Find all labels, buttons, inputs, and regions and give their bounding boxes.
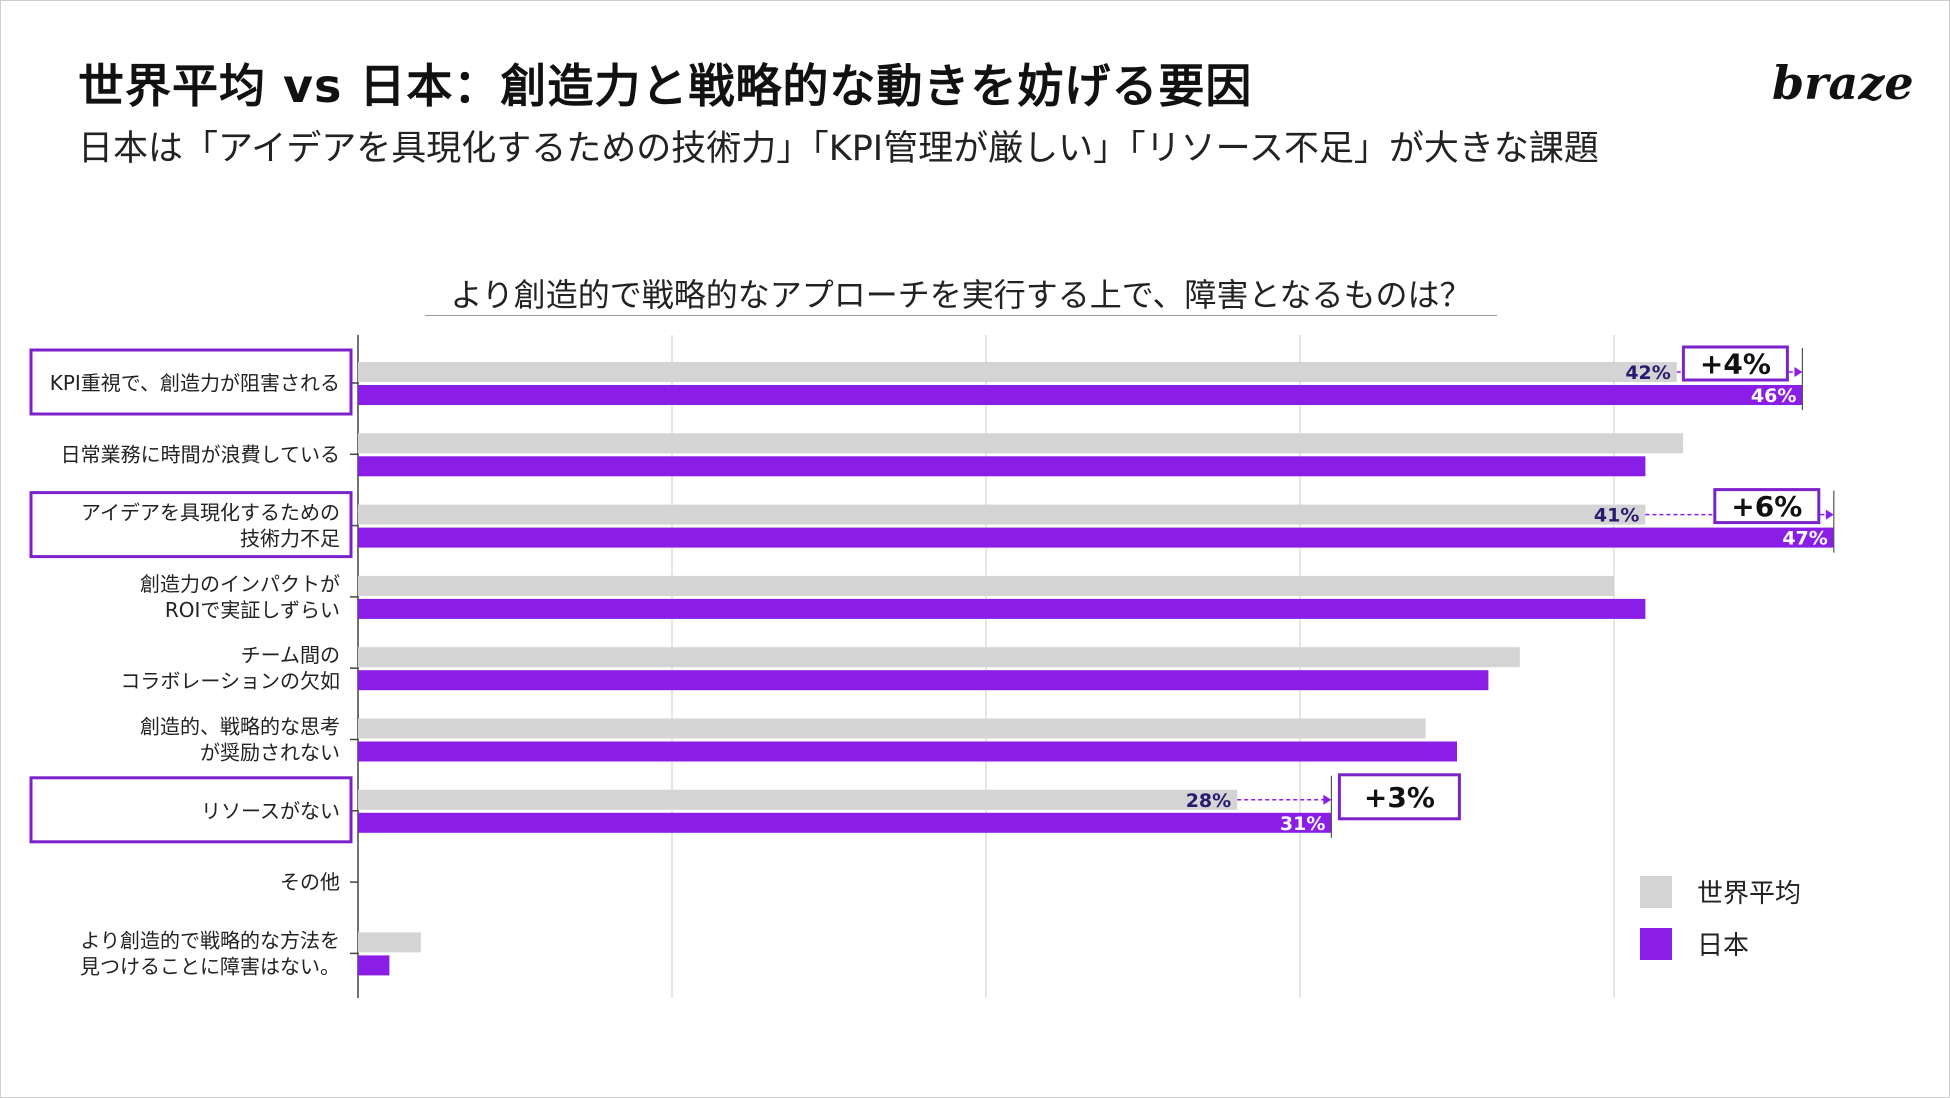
braze-logo: braze	[1772, 56, 1914, 110]
bar-world	[358, 433, 1684, 454]
data-label-world: 28%	[1186, 790, 1231, 812]
category-label: アイデアを具現化するための技術力不足	[81, 501, 340, 551]
category-label: チーム間のコラボレーションの欠如	[120, 643, 340, 693]
category-highlight-box	[29, 491, 353, 559]
bar-japan	[358, 741, 1457, 762]
bar-world	[358, 789, 1238, 810]
data-label-japan: 47%	[1782, 528, 1827, 550]
bar-japan	[358, 955, 390, 976]
bar-world	[358, 718, 1426, 739]
bar-world	[358, 504, 1646, 525]
delta-box	[1681, 345, 1789, 382]
bar-japan	[358, 456, 1646, 477]
legend-swatch-world	[1640, 876, 1672, 908]
bar-world	[358, 575, 1614, 596]
bar-world	[358, 647, 1520, 668]
category-label: KPI重視で、創造力が阻害される	[50, 371, 340, 395]
bar-world	[358, 932, 421, 953]
chart-title: より創造的で戦略的なアプローチを実行する上で、障害となるものは？	[450, 276, 1472, 314]
delta-arrow-icon	[1825, 509, 1834, 520]
category-highlight-box	[29, 776, 353, 844]
bar-japan	[358, 527, 1834, 548]
data-label-world: 41%	[1594, 505, 1639, 527]
legend-label-japan: 日本	[1697, 931, 1749, 961]
category-label: リソースがない	[201, 799, 340, 823]
data-label-japan: 46%	[1751, 385, 1796, 407]
category-label: その他	[280, 870, 340, 894]
bar-japan	[358, 812, 1332, 833]
category-highlight-box	[29, 348, 353, 416]
delta-arrow-icon	[1323, 794, 1332, 805]
delta-label: +4%	[1700, 348, 1771, 381]
category-label: 創造的、戦略的な思考が奨励されない	[140, 715, 340, 765]
bar-japan	[358, 670, 1489, 691]
bar-world	[358, 362, 1677, 382]
delta-label: +3%	[1364, 781, 1435, 814]
delta-box	[1337, 773, 1461, 821]
page-subtitle: 日本は「アイデアを具現化するための技術力」「KPI管理が厳しい」「リソース不足」…	[78, 129, 1599, 169]
data-label-japan: 31%	[1280, 813, 1325, 835]
page-title: 世界平均 vs 日本：創造力と戦略的な動きを妨げる要因	[78, 59, 1253, 113]
category-label: 日常業務に時間が浪費している	[61, 442, 340, 466]
category-label: 創造力のインパクトが ROIで実証しずらい	[140, 572, 340, 622]
delta-box	[1713, 488, 1821, 525]
category-label: より創造的で戦略的な方法を見つけることに障害はない。	[80, 928, 340, 978]
data-label-world: 42%	[1625, 362, 1670, 384]
bar-japan	[358, 598, 1646, 619]
bar-japan	[358, 385, 1803, 405]
legend-label-world: 世界平均	[1697, 879, 1801, 909]
legend-swatch-japan	[1640, 928, 1672, 960]
delta-label: +6%	[1731, 490, 1802, 523]
chart-title-underline	[425, 315, 1497, 316]
delta-arrow-icon	[1794, 367, 1803, 377]
